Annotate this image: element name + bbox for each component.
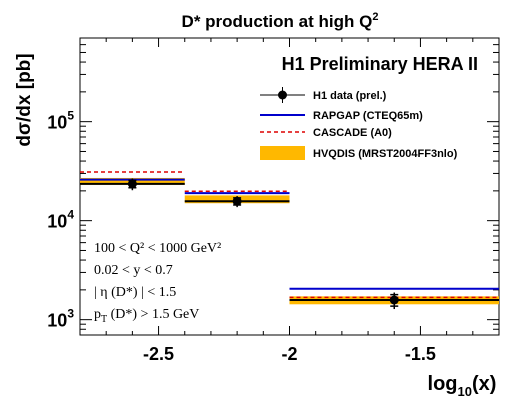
x-axis-label-sub: 10 [458,384,472,399]
experiment-label: H1 Preliminary HERA II [282,54,478,74]
theory-lines-group [80,171,499,299]
data-point [127,179,137,189]
legend: H1 data (prel.) RAPGAP (CTEQ65m) CASCADE (… [260,87,458,160]
data-point [389,295,399,305]
legend-label: H1 data (prel.) [313,90,387,102]
legend-label: HVQDIS (MRST2004FF3nlo) [313,148,458,160]
legend-label: CASCADE (A0) [313,127,392,139]
x-tick-label: -2.5 [143,344,174,364]
x-axis-label-suffix: (x) [472,373,496,395]
x-axis-label-prefix: log [428,373,458,395]
y-axis-label: dσ/dx [pb] [14,53,35,146]
data-points-group [80,178,499,310]
cut-label: 0.02 < y < 0.7 [94,263,173,278]
x-tick-label: -1.5 [405,344,436,364]
chart-title-main: D* production at high Q [182,12,373,31]
chart-title: D* production at high Q2 [182,11,379,31]
y-tick-label: 105 [47,109,74,133]
cut-label: 100 < Q² < 1000 GeV² [94,241,221,256]
axis-ticks: -2.5 -2 -1.5 103 104 105 [47,37,500,364]
cut-label: pT (D*) > 1.5 GeV [94,307,199,325]
kinematic-cuts: 100 < Q² < 1000 GeV² 0.02 < y < 0.7 | η (D… [94,241,221,325]
x-tick-label: -2 [281,344,297,364]
cut-label: | η (D*) | < 1.5 [94,285,176,300]
legend-marker-hvqdis [260,146,305,160]
data-point [232,196,242,206]
legend-label: RAPGAP (CTEQ65m) [313,110,423,122]
y-tick-label: 104 [47,208,74,232]
chart-title-sup: 2 [372,11,378,23]
x-axis-label: log10(x) [428,373,497,399]
legend-marker-point [278,90,287,100]
y-tick-label: 103 [47,307,74,331]
